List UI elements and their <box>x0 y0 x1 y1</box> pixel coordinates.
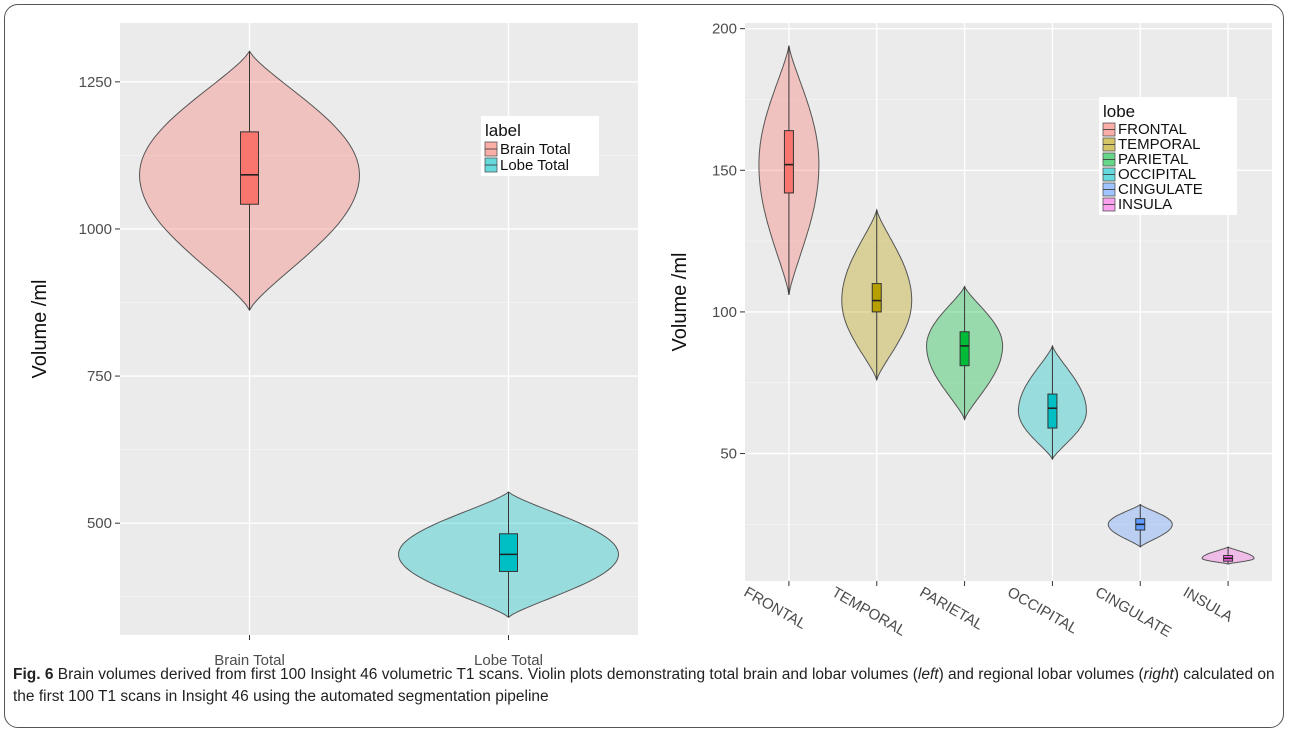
x-tick-label-brain-total: Brain Total <box>214 652 285 669</box>
y-tick-label: 50 <box>720 446 737 463</box>
x-tick-label-cingulate: CINGULATE <box>1092 584 1174 641</box>
legend-title: label <box>485 121 521 140</box>
box-parietal <box>959 331 970 367</box>
caption-right-word: right <box>1143 666 1174 683</box>
x-tick-label-insula: INSULA <box>1180 584 1235 626</box>
legend-item-occipital: OCCIPITAL <box>1118 166 1196 183</box>
y-tick-label: 100 <box>712 304 737 321</box>
legend-item-cingulate: CINGULATE <box>1118 181 1203 198</box>
x-tick-label-occipital: OCCIPITAL <box>1004 584 1080 638</box>
legend-item-lobe-total: Lobe Total <box>500 157 569 174</box>
legend: lobeFRONTALTEMPORALPARIETALOCCIPITALCING… <box>1099 97 1237 215</box>
caption-text-a: Violin plots demonstrating total brain a… <box>527 666 918 683</box>
box-brain-total <box>240 131 259 205</box>
y-tick-label: 1000 <box>79 221 112 238</box>
x-tick-label-parietal: PARIETAL <box>917 584 986 634</box>
box-frontal <box>783 130 794 194</box>
caption-fig-label: Fig. 6 <box>13 666 54 683</box>
figure-frame <box>4 4 1284 728</box>
violin-cingulate <box>1107 503 1173 548</box>
caption-text-c: ) calculated on the first 100 T1 scans i… <box>13 666 1275 705</box>
box-occipital <box>1047 393 1058 429</box>
x-tick-label-frontal: FRONTAL <box>741 584 809 633</box>
legend-item-frontal: FRONTAL <box>1118 121 1187 138</box>
legend-box <box>481 116 599 176</box>
y-tick-label: 500 <box>87 515 112 532</box>
x-tick-label-lobe-total: Lobe Total <box>474 652 543 669</box>
y-tick-label: 1250 <box>79 74 112 91</box>
violin-occipital <box>1017 344 1087 461</box>
violin-frontal <box>758 45 820 295</box>
violin-brain-total <box>138 50 361 312</box>
violin-lobe-total <box>397 491 620 618</box>
y-tick-label: 150 <box>712 162 737 179</box>
legend-item-insula: INSULA <box>1118 196 1172 213</box>
legend-box <box>1099 97 1237 215</box>
x-tick-label-temporal: TEMPORAL <box>829 584 909 640</box>
box-lobe-total <box>499 533 518 572</box>
caption-left-word: left <box>917 666 939 683</box>
violin-parietal <box>926 285 1004 421</box>
figure-caption: Fig. 6 Brain volumes derived from first … <box>13 664 1278 708</box>
y-axis-label: Volume /ml <box>669 253 691 352</box>
y-axis-label: Volume /ml <box>29 280 51 379</box>
legend-item-temporal: TEMPORAL <box>1118 136 1201 153</box>
legend-item-brain-total: Brain Total <box>500 141 571 158</box>
caption-title: Brain volumes derived from first 100 Ins… <box>57 666 524 683</box>
caption-text-b: ) and regional lobar volumes ( <box>938 666 1144 683</box>
legend-item-parietal: PARIETAL <box>1118 151 1188 168</box>
violin-temporal <box>841 208 913 382</box>
y-tick-label: 200 <box>712 21 737 38</box>
violin-insula <box>1201 546 1255 565</box>
y-tick-label: 750 <box>87 368 112 385</box>
box-temporal <box>871 283 882 313</box>
legend-title: lobe <box>1103 102 1135 121</box>
